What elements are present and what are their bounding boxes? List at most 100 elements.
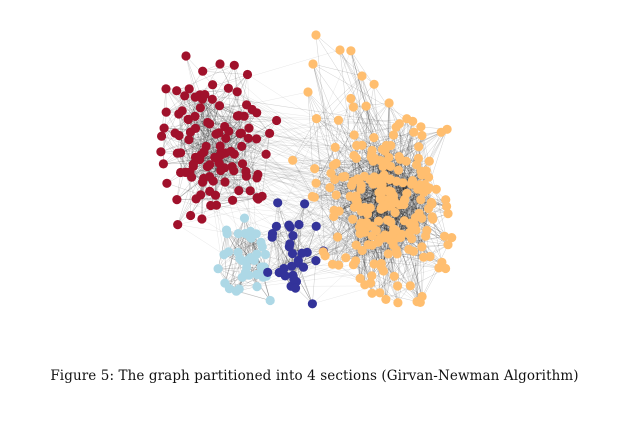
network-graph — [156, 30, 457, 309]
graph-edge — [261, 178, 358, 268]
graph-edge — [218, 268, 258, 287]
graph-node-community-2 — [234, 284, 244, 294]
graph-node-community-4 — [389, 271, 399, 281]
graph-node-community-1 — [221, 133, 231, 143]
graph-node-community-4 — [333, 232, 343, 242]
graph-edge — [312, 63, 413, 122]
graph-node-community-1 — [234, 186, 244, 196]
graph-edge — [312, 267, 439, 304]
graph-node-community-1 — [206, 200, 216, 211]
graph-node-community-4 — [437, 257, 447, 267]
graph-node-community-4 — [443, 209, 453, 219]
graph-edge — [314, 147, 336, 198]
graph-node-community-1 — [232, 111, 242, 121]
graph-node-community-1 — [157, 131, 167, 141]
graph-edge — [210, 171, 247, 206]
graph-edge — [236, 291, 271, 301]
graph-edge — [178, 105, 220, 136]
graph-node-community-1 — [174, 130, 184, 141]
graph-edge — [315, 182, 384, 272]
graph-node-community-4 — [367, 145, 377, 155]
graph-node-community-4 — [379, 200, 389, 210]
graph-edge — [188, 119, 250, 129]
graph-edge — [217, 226, 277, 269]
graph-node-community-4 — [374, 216, 384, 226]
graph-edge — [204, 94, 413, 181]
graph-node-community-4 — [369, 259, 379, 269]
graph-node-community-4 — [340, 171, 350, 182]
graph-node-community-4 — [390, 207, 400, 218]
graph-edge — [251, 226, 317, 239]
graph-edge — [212, 99, 433, 205]
graph-node-community-1 — [210, 190, 221, 200]
graph-node-community-4 — [310, 164, 320, 174]
graph-edge — [176, 199, 233, 201]
graph-edge — [356, 213, 420, 246]
graph-node-community-4 — [359, 171, 369, 181]
graph-node-community-3 — [298, 262, 309, 272]
graph-edge — [354, 126, 397, 136]
graph-edge — [265, 191, 383, 255]
graph-node-community-1 — [237, 159, 248, 169]
graph-node-community-4 — [346, 93, 356, 104]
graph-edge — [219, 105, 278, 203]
graph-edge — [237, 115, 413, 122]
graph-edge — [177, 185, 352, 225]
graph-edge — [165, 88, 247, 177]
graph-node-community-1 — [172, 86, 182, 96]
graph-node-community-1 — [195, 103, 205, 113]
graph-edge — [288, 180, 359, 226]
graph-edge — [354, 134, 383, 150]
graph-node-community-4 — [425, 251, 435, 262]
graph-node-community-4 — [341, 253, 351, 263]
graph-node-community-4 — [367, 288, 377, 298]
graph-edge — [353, 102, 390, 108]
graph-node-community-1 — [186, 210, 196, 221]
graph-edge — [395, 199, 421, 231]
graph-node-community-4 — [395, 232, 406, 243]
graph-node-community-4 — [307, 191, 317, 202]
graph-edge — [210, 179, 370, 206]
graph-edge — [336, 194, 357, 246]
graph-edge — [212, 99, 225, 127]
graph-node-community-4 — [330, 142, 340, 152]
graph-node-community-4 — [384, 98, 394, 108]
graph-edge — [210, 205, 334, 217]
graph-edge — [165, 88, 196, 117]
graph-edge — [226, 233, 251, 258]
graph-node-community-4 — [357, 71, 367, 81]
graph-edge — [231, 120, 277, 167]
graph-node-community-1 — [236, 128, 246, 138]
graph-node-community-1 — [208, 80, 218, 90]
graph-node-community-4 — [402, 188, 412, 198]
graph-node-community-3 — [311, 221, 321, 231]
graph-edge — [212, 84, 217, 135]
graph-node-community-1 — [252, 134, 262, 144]
graph-edge — [342, 129, 448, 178]
graph-edge — [361, 145, 375, 177]
graph-edge — [337, 157, 389, 238]
graph-node-community-4 — [325, 183, 335, 193]
graph-node-community-1 — [158, 159, 168, 169]
graph-edge — [342, 132, 414, 178]
graph-node-community-4 — [375, 288, 385, 298]
graph-node-community-3 — [311, 256, 321, 266]
graph-node-community-1 — [159, 123, 169, 133]
graph-node-community-1 — [228, 195, 238, 205]
graph-edge — [388, 102, 414, 133]
graph-node-community-4 — [405, 281, 415, 291]
graph-node-community-4 — [368, 156, 378, 166]
graph-edge — [163, 128, 197, 199]
graph-edge — [381, 263, 423, 297]
graph-node-community-1 — [190, 123, 201, 133]
graph-node-community-4 — [377, 187, 387, 197]
graph-edge — [178, 88, 229, 136]
graph-edge — [267, 253, 302, 273]
graph-node-community-2 — [219, 250, 229, 260]
graph-node-community-1 — [244, 123, 254, 133]
graph-node-community-1 — [215, 150, 225, 161]
graph-edge — [229, 260, 242, 289]
graph-edge — [195, 99, 213, 129]
graph-edge — [361, 185, 388, 238]
graph-edge — [357, 84, 375, 179]
